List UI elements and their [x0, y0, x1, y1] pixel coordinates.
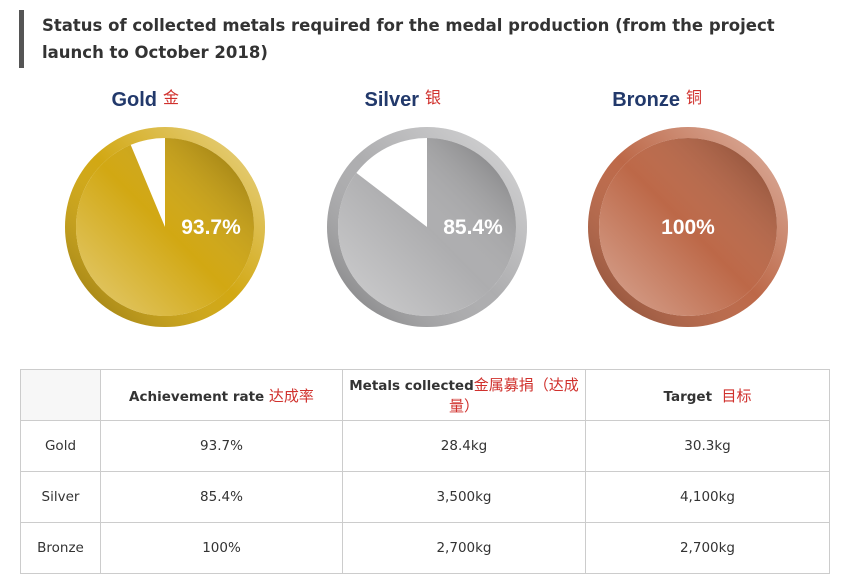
table-cell: 2,700kg: [342, 522, 586, 574]
column-label: Target: [663, 388, 713, 405]
table-row: Silver 85.4% 3,500kg 4,100kg: [20, 471, 830, 523]
column-translation: 金属募捐（达成量）: [448, 376, 579, 415]
medal-charts: Gold 金 93.7% Silver 银 85.4% Bronze 铜 100%: [65, 88, 788, 327]
table-cell: 100%: [100, 522, 343, 574]
column-header: Achievement rate 达成率: [100, 369, 343, 421]
table-cell: 3,500kg: [342, 471, 586, 523]
column-label: Metals collected: [349, 378, 474, 394]
table-cell: 4,100kg: [585, 471, 830, 523]
column-translation: 目标: [721, 386, 752, 405]
pie-slice-shade: [76, 138, 254, 316]
table-cell: 28.4kg: [342, 420, 586, 472]
medal-title: Gold: [111, 89, 157, 111]
column-header: Metals collected金属募捐（达成量）: [342, 369, 586, 421]
page-title: Status of collected metals required for …: [42, 16, 775, 62]
title-bar: [19, 10, 24, 68]
table-cell: Bronze: [20, 522, 101, 574]
value-label: 93.7%: [181, 216, 241, 239]
table-cell: 93.7%: [100, 420, 343, 472]
medal-translation: 铜: [686, 88, 702, 107]
table-cell: 85.4%: [100, 471, 343, 523]
table-cell: Gold: [20, 420, 101, 472]
column-translation: 达成率: [268, 386, 314, 405]
column-label: Achievement rate: [129, 388, 265, 405]
medal-translation: 银: [425, 88, 441, 107]
table-row: Gold 93.7% 28.4kg 30.3kg: [20, 420, 830, 472]
column-header: Target 目标: [585, 369, 830, 421]
value-label: 100%: [661, 216, 715, 239]
table-row: Bronze 100% 2,700kg 2,700kg: [20, 522, 830, 574]
medal-title: Silver: [365, 89, 420, 111]
table-header: Achievement rate 达成率 Metals collected金属募…: [20, 369, 830, 421]
table-cell: 30.3kg: [585, 420, 830, 472]
table-cell: Silver: [20, 471, 101, 523]
data-table: Achievement rate 达成率 Metals collected金属募…: [20, 369, 830, 574]
table-cell: 2,700kg: [585, 522, 830, 574]
medal-translation: 金: [163, 88, 179, 107]
pie-slice-shade: [338, 138, 517, 317]
pie-slice-shade: [599, 138, 777, 316]
value-label: 85.4%: [443, 216, 503, 239]
medal-title: Bronze: [612, 89, 680, 111]
corner-cell: [20, 369, 101, 421]
